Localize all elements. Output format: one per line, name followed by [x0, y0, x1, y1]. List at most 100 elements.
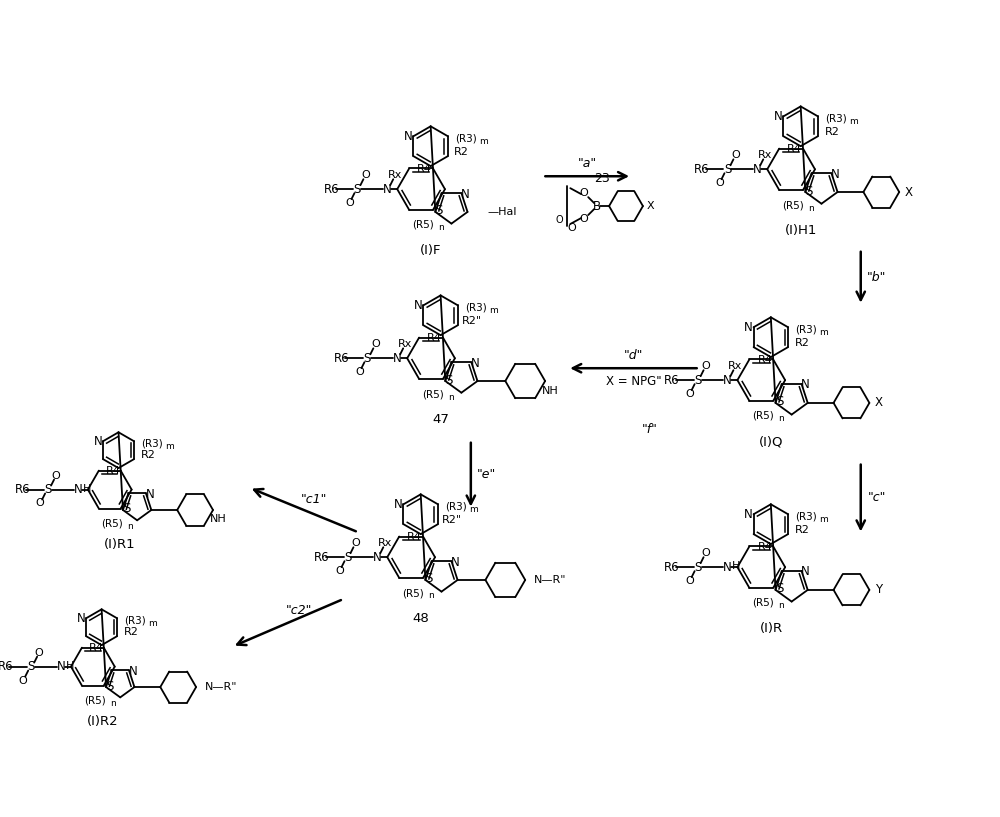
Text: S: S	[436, 204, 443, 217]
Text: (R3): (R3)	[445, 502, 467, 511]
Text: m: m	[469, 505, 478, 514]
Text: R2": R2"	[462, 316, 482, 326]
Text: S: S	[806, 185, 813, 198]
Text: n: n	[778, 601, 784, 610]
Text: R2: R2	[795, 338, 809, 348]
Text: H: H	[83, 484, 91, 493]
Text: 48: 48	[413, 613, 429, 625]
Text: Y: Y	[875, 583, 882, 596]
Text: R4: R4	[757, 542, 772, 551]
Text: m: m	[849, 117, 858, 126]
Text: O: O	[731, 150, 740, 160]
Text: Rx: Rx	[758, 150, 772, 160]
Text: n: n	[110, 699, 116, 708]
Text: O: O	[556, 215, 563, 225]
Text: (I)R1: (I)R1	[104, 538, 136, 551]
Text: O: O	[19, 676, 28, 685]
Text: n: n	[127, 522, 133, 531]
Text: (R5): (R5)	[101, 518, 123, 529]
Text: N: N	[414, 299, 423, 312]
Text: Rx: Rx	[398, 339, 412, 350]
Text: O: O	[580, 214, 589, 224]
Text: (R5): (R5)	[752, 411, 774, 421]
Text: R4: R4	[757, 355, 772, 365]
Text: O: O	[355, 367, 364, 377]
Text: (R3): (R3)	[825, 114, 847, 123]
Text: R2: R2	[824, 127, 839, 137]
Text: N: N	[94, 435, 102, 448]
Text: m: m	[489, 306, 498, 315]
Text: R6: R6	[664, 560, 680, 574]
Text: R6: R6	[334, 352, 349, 364]
Text: n: n	[428, 592, 434, 600]
Text: H: H	[732, 561, 741, 571]
Text: (R5): (R5)	[782, 200, 804, 210]
Text: n: n	[778, 414, 784, 423]
Text: "f": "f"	[642, 423, 658, 436]
Text: NH: NH	[210, 514, 227, 524]
Text: R4: R4	[787, 144, 802, 154]
Text: n: n	[448, 392, 454, 402]
Text: R2: R2	[141, 450, 155, 460]
Text: S: S	[27, 660, 35, 673]
Text: N: N	[801, 565, 810, 578]
Text: O: O	[335, 566, 344, 576]
Text: O: O	[580, 188, 589, 199]
Text: (R3): (R3)	[124, 615, 146, 625]
Text: (R3): (R3)	[795, 511, 817, 521]
Text: S: S	[344, 551, 351, 564]
Text: X: X	[647, 201, 655, 211]
Text: (R3): (R3)	[465, 302, 487, 312]
Text: Rx: Rx	[378, 538, 392, 548]
Text: R2: R2	[795, 525, 809, 535]
Text: "d": "d"	[624, 349, 644, 362]
Text: N: N	[801, 378, 810, 391]
Text: N: N	[57, 660, 65, 673]
Text: "c2": "c2"	[286, 605, 312, 618]
Text: (I)Q: (I)Q	[759, 435, 783, 449]
Text: O: O	[371, 339, 380, 350]
Text: N: N	[77, 612, 85, 625]
Text: (R3): (R3)	[141, 438, 163, 449]
Text: N: N	[471, 356, 480, 369]
Text: O: O	[36, 498, 45, 508]
Text: R4: R4	[106, 466, 120, 476]
Text: R6: R6	[314, 551, 329, 564]
Text: N: N	[831, 167, 840, 181]
Text: Rx: Rx	[388, 170, 402, 181]
Text: N: N	[373, 551, 382, 564]
Text: N: N	[451, 556, 460, 569]
Text: R4: R4	[417, 164, 432, 174]
Text: (R5): (R5)	[412, 220, 434, 230]
Text: S: S	[44, 483, 52, 496]
Text: N: N	[744, 321, 753, 333]
Text: 23: 23	[594, 172, 610, 185]
Text: (I)H1: (I)H1	[785, 225, 817, 238]
Text: R4: R4	[407, 532, 422, 542]
Text: N: N	[129, 665, 137, 678]
Text: N: N	[753, 163, 762, 176]
Text: R2: R2	[454, 147, 469, 157]
Text: m: m	[819, 328, 828, 337]
Text: N—R": N—R"	[205, 682, 238, 692]
Text: Rx: Rx	[728, 361, 743, 371]
Text: R6: R6	[694, 163, 709, 176]
Text: S: S	[354, 183, 361, 195]
Text: O: O	[685, 576, 694, 586]
Text: (R5): (R5)	[402, 588, 424, 598]
Text: S: S	[694, 560, 701, 574]
Text: (R5): (R5)	[752, 598, 774, 608]
Text: (R3): (R3)	[795, 324, 817, 334]
Text: N: N	[774, 109, 783, 123]
Text: N: N	[383, 183, 392, 195]
Text: —Hal: —Hal	[487, 207, 517, 217]
Text: N: N	[461, 188, 470, 200]
Text: N: N	[723, 560, 732, 574]
Text: R4: R4	[427, 333, 442, 343]
Text: O: O	[52, 471, 60, 480]
Text: NH: NH	[542, 386, 559, 396]
Text: O: O	[701, 548, 710, 558]
Text: n: n	[438, 224, 444, 233]
Text: O: O	[567, 223, 576, 233]
Text: S: S	[776, 395, 783, 408]
